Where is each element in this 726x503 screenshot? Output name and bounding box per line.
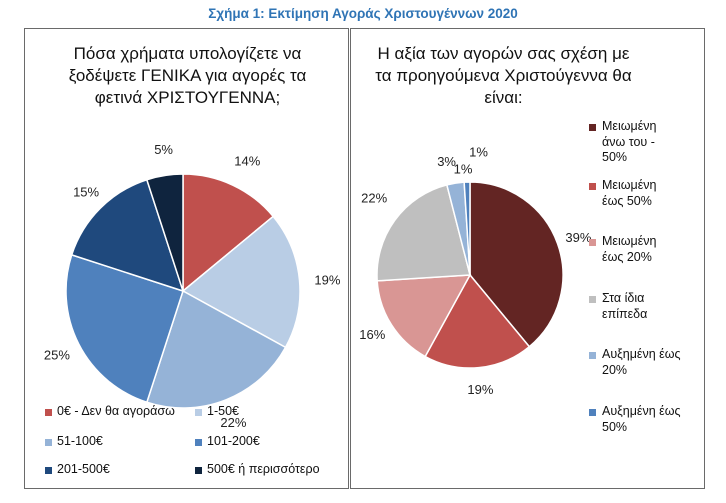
legend-swatch [195, 409, 202, 416]
chart-title-line: είναι: [484, 88, 523, 107]
data-label-1: 14% [234, 154, 260, 169]
legend-label-line: 50% [602, 419, 628, 434]
chart-title: Η αξία των αγορών σας σχέση με τα προηγο… [351, 43, 656, 109]
legend-label-line: Αυξημένη έως [602, 404, 681, 418]
legend-label-line: Μειωμένη [602, 234, 657, 248]
legend-item-4: Στα ίδια επίπεδα [589, 291, 704, 322]
legend-item-2: Μειωμένη έως 50% [589, 178, 704, 209]
legend-label: Στα ίδια επίπεδα [602, 291, 704, 322]
data-label-4: 22% [361, 190, 387, 205]
pie-chart-spending: 14% 19% 22% 25% 15% 5% [44, 142, 341, 430]
legend-item-5: Αυξημένη έως 20% [589, 347, 704, 378]
legend-swatch [589, 352, 596, 359]
data-label-4: 25% [44, 348, 70, 363]
legend-swatch [45, 467, 52, 474]
legend-label-line: Μειωμένη [602, 178, 657, 192]
pie-chart-comparison: 39%19%16%22%3%1%1% [359, 145, 592, 397]
legend-swatch [45, 409, 52, 416]
pie-slice-4 [376, 184, 471, 282]
data-label-3: 22% [220, 415, 246, 430]
legend-label: 1-50€ [207, 404, 239, 418]
legend-swatch [195, 467, 202, 474]
legend-label: Μειωμένη έως 50% [602, 178, 704, 209]
legend-label-line: 20% [602, 362, 628, 377]
pie-slice-6 [145, 173, 184, 292]
legend-swatch [45, 439, 52, 446]
pie-slice-2 [181, 215, 301, 349]
legend-label-line: Αυξημένη έως [602, 347, 681, 361]
legend-swatch [589, 124, 596, 131]
legend-item-3: Μειωμένη έως 20% [589, 234, 704, 265]
legend-label: 51-100€ [57, 434, 103, 448]
pie-slice-2 [424, 273, 531, 369]
data-label-5: 3% [437, 154, 456, 169]
data-label-5: 15% [73, 185, 99, 200]
legend-label-line: 50% [602, 150, 628, 164]
legend-label: 201-500€ [57, 462, 110, 476]
legend-swatch [589, 409, 596, 416]
legend-label: 101-200€ [207, 434, 260, 448]
chart-title: Πόσα χρήματα υπολογίζετε να ξοδέψετε ΓΕΝ… [25, 43, 350, 109]
chart-title-line: Πόσα χρήματα υπολογίζετε να [73, 44, 302, 63]
legend-swatch [195, 439, 202, 446]
legend-item-6: Αυξημένη έως 50% [589, 404, 704, 435]
legend-label: Αυξημένη έως 20% [602, 347, 704, 378]
legend-swatch [589, 296, 596, 303]
legend-label: 0€ - Δεν θα αγοράσω [57, 404, 175, 418]
chart-title-line: τα προηγούμενα Χριστούγεννα θα [375, 66, 632, 85]
chart-panel-spending: Πόσα χρήματα υπολογίζετε να ξοδέψετε ΓΕΝ… [24, 28, 349, 489]
legend-label-line: έως 20% [602, 249, 652, 264]
figure-title: Σχήμα 1: Εκτίμηση Αγοράς Χριστουγέννων 2… [208, 6, 518, 21]
legend-label: Μειωμένη άνω του -50% [602, 119, 704, 166]
legend-label: Μειωμένη έως 20% [602, 234, 704, 265]
chart-title-line: Η αξία των αγορών σας σχέση με [377, 44, 630, 63]
chart-panel-comparison: Η αξία των αγορών σας σχέση με τα προηγο… [350, 28, 705, 489]
chart-title-line: ξοδέψετε ΓΕΝΙΚΑ για αγορές τα [68, 66, 307, 85]
data-label-6: 5% [154, 142, 173, 157]
pie-slice-6 [463, 181, 471, 276]
data-label-extra: 1% [454, 162, 473, 177]
legend-label: Αυξημένη έως 50% [602, 404, 704, 435]
legend-label-line: Στα ίδια [602, 291, 645, 305]
pie-slice-3 [376, 274, 472, 358]
data-label-6: 1% [469, 145, 488, 160]
legend-item-1: Μειωμένη άνω του -50% [589, 119, 704, 166]
legend-label: 500€ ή περισσότερο [207, 462, 320, 476]
data-label-1: 39% [565, 230, 591, 245]
legend-label-line: επίπεδα [602, 306, 648, 321]
pie-slice-1 [182, 173, 275, 293]
data-label-2: 19% [467, 382, 493, 397]
pie-slice-4 [65, 253, 184, 404]
legend-swatch [589, 183, 596, 190]
pie-slice-1 [469, 181, 564, 348]
legend-label-line: Μειωμένη [602, 119, 657, 133]
pie-slice-3 [145, 289, 287, 409]
chart-title-line: φετινά ΧΡΙΣΤΟΥΓΕΝΝΑ; [94, 88, 281, 107]
legend-label-line: άνω του - [602, 134, 655, 149]
data-label-3: 16% [359, 327, 385, 342]
legend-label-line: έως 50% [602, 193, 652, 208]
legend-swatch [589, 239, 596, 246]
data-label-2: 19% [314, 273, 340, 288]
